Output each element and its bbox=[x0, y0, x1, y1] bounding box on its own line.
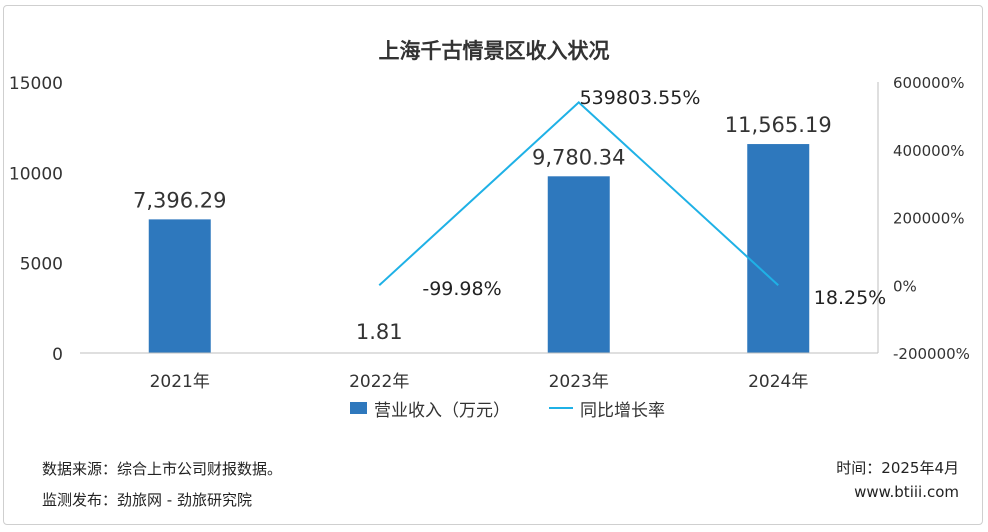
bar-value-label: 11,565.19 bbox=[725, 113, 832, 137]
line-value-label: -99.98% bbox=[422, 278, 501, 300]
bar-value-label: 9,780.34 bbox=[532, 145, 626, 169]
left-axis-tick-label: 10000 bbox=[9, 164, 63, 184]
data-labels: 7,396.29 1.81 9,780.34 11,565.19 -99.98% 5398… bbox=[133, 87, 886, 344]
bar-value-label: 7,396.29 bbox=[133, 188, 227, 212]
legend-label-revenue: 营业收入（万元） bbox=[374, 401, 510, 421]
line-value-label: 18.25% bbox=[814, 287, 886, 309]
line-value-label: 539803.55% bbox=[580, 87, 701, 109]
bar-value-label: 1.81 bbox=[356, 320, 403, 344]
legend-label-growth: 同比增长率 bbox=[580, 401, 665, 421]
bar bbox=[148, 219, 211, 353]
x-axis-tick-label: 2022年 bbox=[349, 372, 409, 392]
publish-time: 时间：2025年4月 bbox=[836, 459, 959, 477]
right-axis-tick-label: 400000% bbox=[893, 142, 965, 160]
x-axis: 2021年 2022年 2023年 2024年 bbox=[80, 352, 878, 392]
left-axis-tick-label: 5000 bbox=[20, 255, 63, 275]
left-axis-tick-label: 15000 bbox=[9, 74, 63, 94]
right-axis: -200000% 0% 200000% 400000% 600000% bbox=[877, 74, 970, 363]
chart-title: 上海千古情景区收入状况 bbox=[379, 39, 610, 63]
growth-rate-line bbox=[378, 101, 779, 287]
left-axis: 0 5000 10000 15000 bbox=[9, 74, 63, 365]
x-axis-tick-label: 2023年 bbox=[549, 372, 609, 392]
bar bbox=[547, 176, 610, 353]
x-axis-tick-label: 2024年 bbox=[748, 372, 808, 392]
right-axis-tick-label: 600000% bbox=[893, 74, 965, 92]
publisher-note: 监测发布：劲旅网 - 劲旅研究院 bbox=[42, 491, 252, 509]
legend-swatch-bar bbox=[350, 402, 367, 414]
website-url: www.btiii.com bbox=[854, 483, 959, 501]
line-series bbox=[378, 101, 779, 287]
data-source-note: 数据来源：综合上市公司财报数据。 bbox=[42, 460, 283, 478]
x-axis-tick-label: 2021年 bbox=[150, 372, 210, 392]
right-axis-tick-label: -200000% bbox=[893, 345, 970, 363]
right-axis-tick-label: 0% bbox=[893, 277, 917, 295]
legend: 营业收入（万元） 同比增长率 bbox=[350, 401, 665, 421]
bar bbox=[747, 144, 810, 353]
bar-series bbox=[148, 144, 810, 353]
left-axis-tick-label: 0 bbox=[52, 345, 63, 365]
right-axis-tick-label: 200000% bbox=[893, 210, 965, 228]
